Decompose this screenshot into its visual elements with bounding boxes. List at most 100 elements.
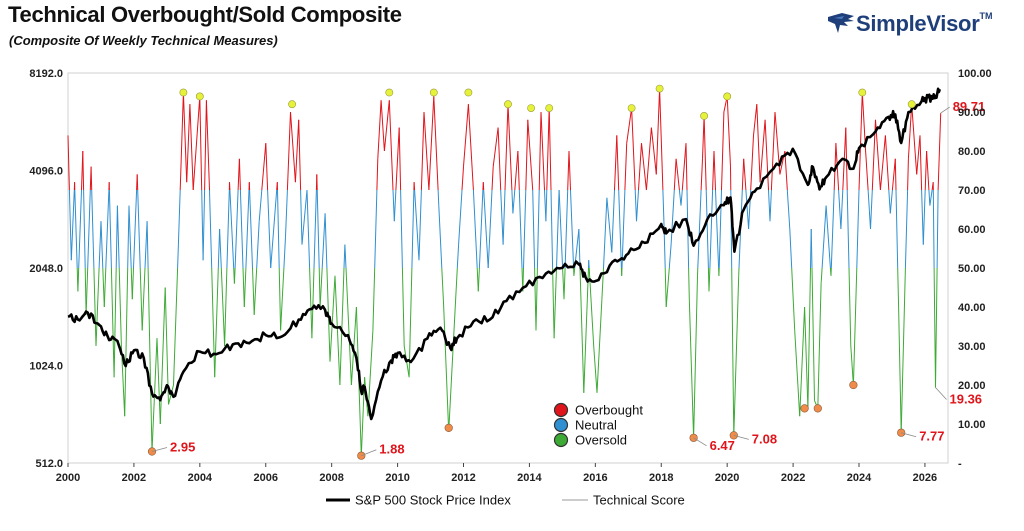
score-segment: [467, 104, 474, 191]
score-segment: [238, 158, 241, 191]
score-segment: [224, 267, 228, 347]
score-segment: [245, 189, 250, 269]
score-segment: [350, 306, 357, 386]
score-segment: [345, 267, 352, 386]
score-segment: [177, 189, 181, 245]
score-segment: [113, 267, 117, 378]
score-segment: [907, 104, 913, 159]
brand-name: SimpleVisor: [856, 11, 980, 36]
score-segment: [344, 244, 347, 269]
score-segment: [512, 189, 516, 214]
score-segment: [596, 299, 603, 393]
score-segment: [83, 189, 86, 269]
score-segment: [784, 150, 788, 191]
x-tick-label: 2006: [254, 472, 278, 484]
score-segment: [159, 287, 166, 425]
score-segment: [420, 111, 425, 191]
x-tick-label: 2002: [122, 472, 146, 484]
score-segment: [502, 189, 506, 245]
score-segment: [721, 111, 725, 191]
legend-label: Oversold: [575, 433, 627, 448]
score-segment: [659, 88, 664, 191]
sp500-price-line: [67, 87, 942, 421]
score-segment: [932, 189, 935, 269]
score-segment: [540, 111, 545, 191]
legend-swatch: [553, 402, 569, 418]
score-segment: [553, 267, 557, 339]
score-segment: [900, 275, 906, 433]
score-segment: [603, 197, 608, 269]
score-segment: [708, 267, 711, 292]
score-segment: [928, 189, 931, 206]
score-segment: [267, 189, 272, 269]
score-segment: [693, 275, 698, 438]
score-segment: [791, 267, 796, 331]
oversold-marker: [849, 380, 858, 390]
score-segment: [82, 150, 85, 191]
score-segment: [408, 267, 413, 378]
score-segment: [514, 150, 519, 191]
y-right-tick-label: 60.00: [958, 224, 986, 236]
x-tick-label: 2016: [583, 472, 607, 484]
score-segment: [139, 267, 143, 331]
score-segment: [472, 189, 478, 269]
score-segment: [108, 189, 112, 269]
annotation-leader: [935, 387, 947, 400]
overbought-marker: [429, 88, 438, 97]
score-segment: [911, 104, 918, 175]
score-segment: [848, 267, 852, 347]
score-segment: [483, 189, 489, 269]
score-segment: [120, 345, 126, 417]
score-segment: [67, 135, 70, 191]
score-segment: [270, 189, 278, 269]
score-segment: [202, 189, 206, 261]
legend-swatch: [553, 417, 569, 433]
score-segment: [922, 189, 926, 245]
score-segment: [478, 189, 484, 269]
score-segment: [916, 135, 921, 175]
score-segment: [650, 127, 657, 175]
score-segment: [456, 244, 460, 269]
score-segment: [889, 189, 893, 214]
overbought-marker: [179, 88, 188, 97]
x-tick-label: 2012: [451, 472, 475, 484]
score-segment: [491, 166, 494, 191]
legend-swatch: [553, 432, 569, 448]
score-segment: [226, 189, 230, 269]
score-segment: [78, 189, 82, 269]
score-segment: [124, 267, 129, 417]
annotation-leader: [733, 435, 749, 440]
score-segment: [850, 345, 854, 386]
score-segment: [131, 267, 134, 300]
score-segment: [461, 166, 464, 191]
score-segment: [91, 189, 95, 269]
annotation-label: 6.47: [710, 438, 735, 453]
score-segment: [497, 127, 502, 191]
score-segment: [141, 267, 146, 331]
score-segment: [239, 189, 244, 269]
score-segment: [614, 135, 618, 191]
score-segment: [504, 104, 509, 191]
score-segment: [211, 267, 216, 378]
score-segment: [726, 96, 731, 167]
score-segment: [670, 189, 675, 245]
y-right-tick-label: 90.00: [958, 107, 986, 119]
score-segment: [811, 267, 815, 401]
score-segment: [794, 330, 801, 417]
y-right-tick-label: 50.00: [958, 263, 986, 275]
score-segment: [127, 205, 130, 269]
score-segment: [283, 236, 286, 269]
annotation-leader: [361, 449, 377, 457]
score-segment: [136, 174, 139, 191]
annotation-leader: [151, 447, 168, 452]
score-segment: [756, 104, 761, 183]
score-segment: [618, 189, 622, 269]
score-segment: [500, 189, 504, 245]
score-segment: [583, 267, 589, 393]
overbought-marker: [195, 92, 204, 101]
score-segment: [753, 104, 758, 136]
score-segment: [261, 143, 267, 191]
score-segment: [398, 127, 402, 191]
score-segment: [453, 267, 458, 339]
